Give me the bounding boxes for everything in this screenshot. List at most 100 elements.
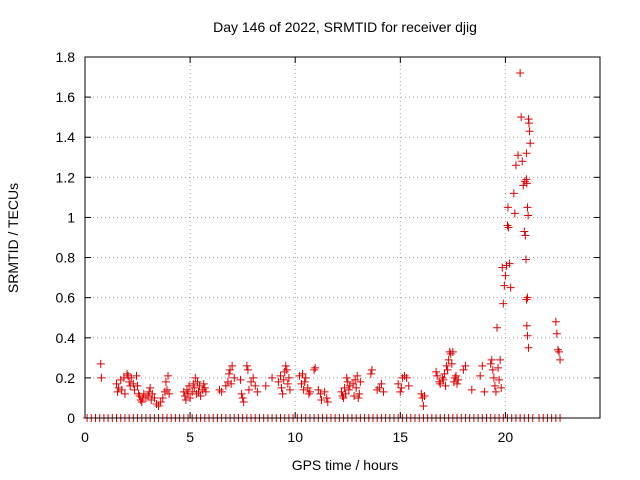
- data-point: [251, 381, 260, 390]
- data-point: [494, 363, 503, 372]
- y-tick-label: 0.2: [56, 370, 76, 386]
- data-point: [394, 379, 403, 388]
- data-point: [511, 161, 520, 170]
- y-tick-label: 1.4: [56, 129, 76, 145]
- data-point: [444, 355, 453, 364]
- data-point: [446, 349, 455, 358]
- data-point: [552, 329, 561, 338]
- data-point: [195, 381, 204, 390]
- data-point: [282, 365, 291, 374]
- data-point: [322, 393, 331, 402]
- data-point: [355, 389, 364, 398]
- data-point: [438, 373, 447, 382]
- data-point: [146, 383, 155, 392]
- grid: [85, 57, 600, 418]
- x-tick-label: 0: [81, 429, 89, 445]
- data-point: [129, 379, 138, 388]
- data-point: [404, 381, 413, 390]
- data-point: [268, 373, 277, 382]
- data-point: [522, 295, 531, 304]
- data-point: [397, 383, 406, 392]
- data-point: [244, 385, 253, 394]
- data-point: [509, 189, 518, 198]
- data-point: [453, 379, 462, 388]
- data-point: [433, 371, 442, 380]
- data-point: [499, 299, 508, 308]
- data-point: [343, 377, 352, 386]
- data-point: [247, 377, 256, 386]
- data-point: [310, 365, 319, 374]
- data-point: [496, 355, 505, 364]
- data-point: [160, 387, 169, 396]
- y-tick-label: 1: [67, 209, 75, 225]
- data-point: [161, 377, 170, 386]
- data-point: [119, 373, 128, 382]
- data-point: [120, 389, 129, 398]
- data-point: [522, 255, 531, 264]
- data-point: [300, 377, 309, 386]
- plot-frame: [84, 56, 601, 419]
- data-point: [339, 393, 348, 402]
- data-point: [96, 359, 105, 368]
- data-point: [439, 375, 448, 384]
- data-point: [196, 391, 205, 400]
- data-point: [226, 365, 235, 374]
- data-point: [520, 177, 529, 186]
- data-point: [281, 361, 290, 370]
- data-point: [514, 151, 523, 160]
- data-point: [280, 367, 289, 376]
- x-tick-label: 15: [393, 429, 409, 445]
- data-point: [123, 369, 132, 378]
- data-point: [526, 139, 535, 148]
- data-point: [501, 271, 510, 280]
- data-point: [165, 389, 174, 398]
- data-point: [337, 387, 346, 396]
- data-point: [144, 391, 153, 400]
- data-point: [553, 345, 562, 354]
- x-tick-label: 5: [186, 429, 194, 445]
- data-point: [525, 127, 534, 136]
- data-point: [239, 397, 248, 406]
- y-axis-label: SRMTID / TECUs: [5, 183, 21, 293]
- chart-title: Day 146 of 2022, SRMTID for receiver dji…: [213, 19, 477, 35]
- data-point: [97, 373, 106, 382]
- data-point: [521, 231, 530, 240]
- data-point: [298, 369, 307, 378]
- data-point: [238, 393, 247, 402]
- data-point: [181, 395, 190, 404]
- data-point: [519, 181, 528, 190]
- data-point: [467, 385, 476, 394]
- data-point: [341, 389, 350, 398]
- data-point: [152, 399, 161, 408]
- data-point: [555, 347, 564, 356]
- data-point: [215, 385, 224, 394]
- data-point: [305, 387, 314, 396]
- data-point: [277, 383, 286, 392]
- data-point: [506, 283, 515, 292]
- data-point: [261, 381, 270, 390]
- y-tick-label: 0: [67, 410, 75, 426]
- data-point: [156, 397, 165, 406]
- data-point: [487, 355, 496, 364]
- data-point: [137, 397, 146, 406]
- data-point: [278, 389, 287, 398]
- data-point: [139, 389, 148, 398]
- data-point: [448, 347, 457, 356]
- data-point: [556, 355, 565, 364]
- y-tick-label: 1.6: [56, 89, 76, 105]
- data-point: [133, 381, 142, 390]
- data-point: [191, 373, 200, 382]
- data-point: [352, 383, 361, 392]
- data-point: [342, 373, 351, 382]
- data-point: [522, 321, 531, 330]
- data-point: [373, 385, 382, 394]
- data-point: [242, 361, 251, 370]
- data-point: [164, 371, 173, 380]
- data-point: [127, 373, 136, 382]
- data-point: [301, 373, 310, 382]
- axis-ticks: 0 0.2 0.4 0.6 0.8 1 1.2 1.4 1.6 1.8 0 5 10 15 20: [56, 49, 600, 445]
- data-point: [436, 379, 445, 388]
- data-point: [192, 389, 201, 398]
- data-point: [522, 179, 531, 188]
